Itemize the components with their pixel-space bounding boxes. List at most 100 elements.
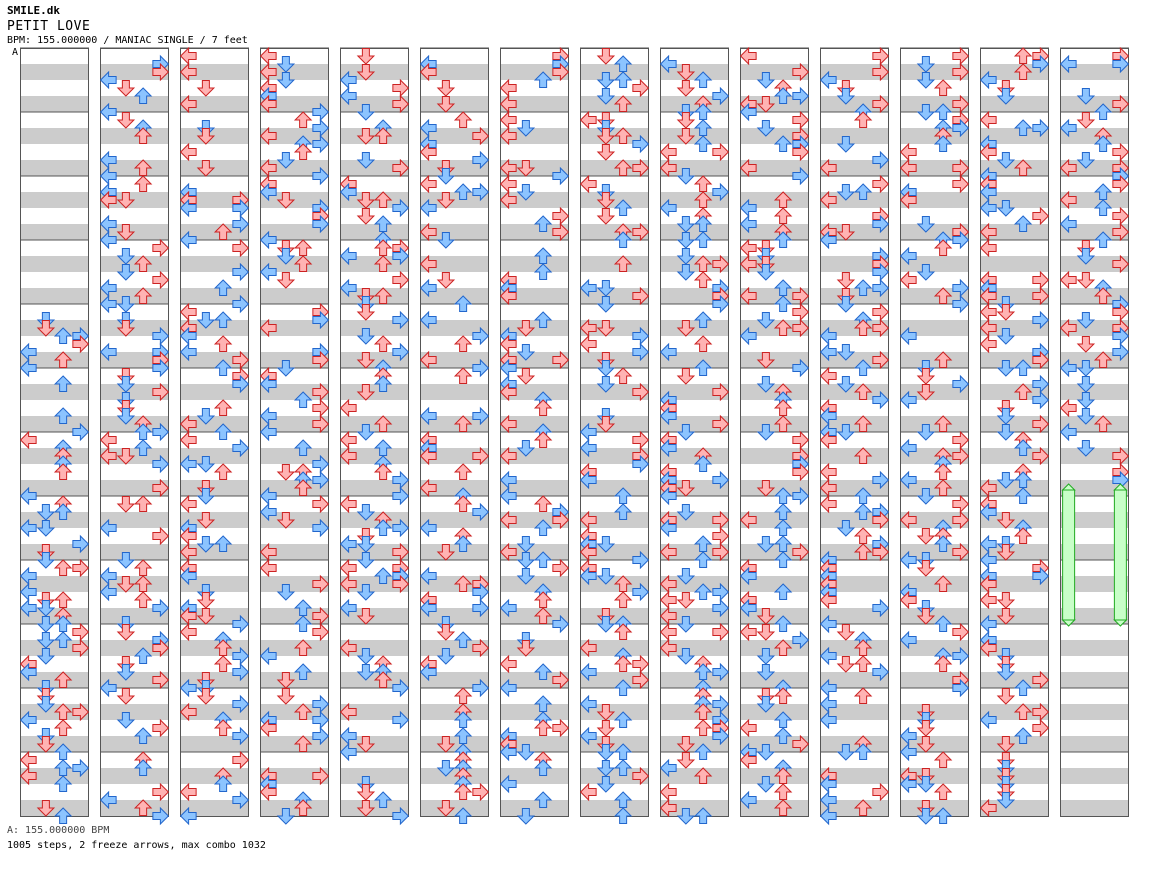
down-arrow-icon bbox=[596, 72, 616, 89]
down-arrow-icon bbox=[996, 328, 1016, 345]
beat-stripe bbox=[980, 352, 1049, 368]
beat-stripe bbox=[820, 192, 889, 208]
beat-stripe bbox=[260, 352, 329, 368]
right-arrow-icon bbox=[872, 302, 890, 322]
left-arrow-icon bbox=[659, 574, 677, 594]
up-arrow-icon bbox=[613, 591, 633, 608]
beat-stripe bbox=[100, 64, 169, 80]
up-arrow-icon bbox=[773, 135, 793, 152]
beat-stripe bbox=[660, 288, 729, 304]
down-arrow-icon bbox=[356, 304, 376, 321]
right-arrow-icon bbox=[872, 470, 890, 490]
right-arrow-icon bbox=[712, 726, 730, 746]
right-arrow-icon bbox=[1112, 142, 1130, 162]
right-arrow-icon bbox=[712, 294, 730, 314]
up-arrow-icon bbox=[133, 255, 153, 272]
up-arrow-icon bbox=[1093, 231, 1113, 248]
up-arrow-icon bbox=[53, 407, 73, 424]
right-arrow-icon bbox=[312, 310, 330, 330]
down-arrow-icon bbox=[916, 736, 936, 753]
down-arrow-icon bbox=[596, 320, 616, 337]
up-arrow-icon bbox=[213, 311, 233, 328]
beat-stripe bbox=[340, 448, 409, 464]
right-arrow-icon bbox=[472, 358, 490, 378]
beat-stripe bbox=[580, 672, 649, 688]
right-arrow-icon bbox=[392, 710, 410, 730]
down-arrow-icon bbox=[276, 584, 296, 601]
up-arrow-icon bbox=[773, 551, 793, 568]
up-arrow-icon bbox=[453, 631, 473, 648]
beat-stripe bbox=[660, 800, 729, 816]
beat-stripe bbox=[260, 608, 329, 624]
left-arrow-icon bbox=[499, 334, 517, 354]
left-arrow-icon bbox=[259, 782, 277, 802]
beat-stripe bbox=[180, 448, 249, 464]
beat-stripe bbox=[100, 544, 169, 560]
left-arrow-icon bbox=[259, 542, 277, 562]
beat-stripe bbox=[180, 544, 249, 560]
song-title: PETIT LOVE bbox=[7, 19, 91, 34]
down-arrow-icon bbox=[116, 576, 136, 593]
down-arrow-icon bbox=[1076, 408, 1096, 425]
beat-stripe bbox=[660, 512, 729, 528]
down-arrow-icon bbox=[276, 272, 296, 289]
right-arrow-icon bbox=[952, 118, 970, 138]
beat-stripe bbox=[900, 672, 969, 688]
left-arrow-icon bbox=[339, 742, 357, 762]
beat-stripe bbox=[820, 768, 889, 784]
left-arrow-icon bbox=[979, 502, 997, 522]
left-arrow-icon bbox=[899, 158, 917, 178]
left-arrow-icon bbox=[419, 142, 437, 162]
down-arrow-icon bbox=[916, 104, 936, 121]
up-arrow-icon bbox=[293, 391, 313, 408]
left-arrow-icon bbox=[499, 446, 517, 466]
left-arrow-icon bbox=[899, 438, 917, 458]
right-arrow-icon bbox=[632, 550, 650, 570]
beat-stripe bbox=[740, 736, 809, 752]
left-arrow-icon bbox=[259, 126, 277, 146]
right-arrow-icon bbox=[152, 62, 170, 82]
right-arrow-icon bbox=[1112, 326, 1130, 346]
up-arrow-icon bbox=[613, 679, 633, 696]
right-arrow-icon bbox=[1032, 702, 1050, 722]
beat-stripe bbox=[260, 384, 329, 400]
up-arrow-icon bbox=[533, 607, 553, 624]
right-arrow-icon bbox=[152, 526, 170, 546]
left-arrow-icon bbox=[339, 86, 357, 106]
beat-stripe bbox=[420, 608, 489, 624]
up-arrow-icon bbox=[613, 199, 633, 216]
beat-stripe bbox=[340, 576, 409, 592]
up-arrow-icon bbox=[293, 663, 313, 680]
down-arrow-icon bbox=[116, 688, 136, 705]
right-arrow-icon bbox=[632, 670, 650, 690]
left-arrow-icon bbox=[179, 62, 197, 82]
right-arrow-icon bbox=[472, 150, 490, 170]
down-arrow-icon bbox=[436, 272, 456, 289]
beat-stripe bbox=[900, 640, 969, 656]
left-arrow-icon bbox=[259, 94, 277, 114]
beat-stripe bbox=[1060, 480, 1129, 496]
right-arrow-icon bbox=[152, 382, 170, 402]
beat-stripe bbox=[420, 448, 489, 464]
right-arrow-icon bbox=[152, 358, 170, 378]
right-arrow-icon bbox=[552, 558, 570, 578]
up-arrow-icon bbox=[773, 687, 793, 704]
left-arrow-icon bbox=[819, 774, 837, 794]
left-arrow-icon bbox=[259, 230, 277, 250]
left-arrow-icon bbox=[659, 782, 677, 802]
down-arrow-icon bbox=[276, 464, 296, 481]
left-arrow-icon bbox=[739, 566, 757, 586]
left-arrow-icon bbox=[819, 694, 837, 714]
beat-stripe bbox=[260, 96, 329, 112]
up-arrow-icon bbox=[133, 727, 153, 744]
left-arrow-icon bbox=[179, 430, 197, 450]
down-arrow-icon bbox=[836, 520, 856, 537]
up-arrow-icon bbox=[933, 135, 953, 152]
down-arrow-icon bbox=[916, 72, 936, 89]
down-arrow-icon bbox=[596, 208, 616, 225]
right-arrow-icon bbox=[1032, 118, 1050, 138]
left-arrow-icon bbox=[179, 622, 197, 642]
up-arrow-icon bbox=[213, 279, 233, 296]
up-arrow-icon bbox=[933, 239, 953, 256]
left-arrow-icon bbox=[499, 654, 517, 674]
